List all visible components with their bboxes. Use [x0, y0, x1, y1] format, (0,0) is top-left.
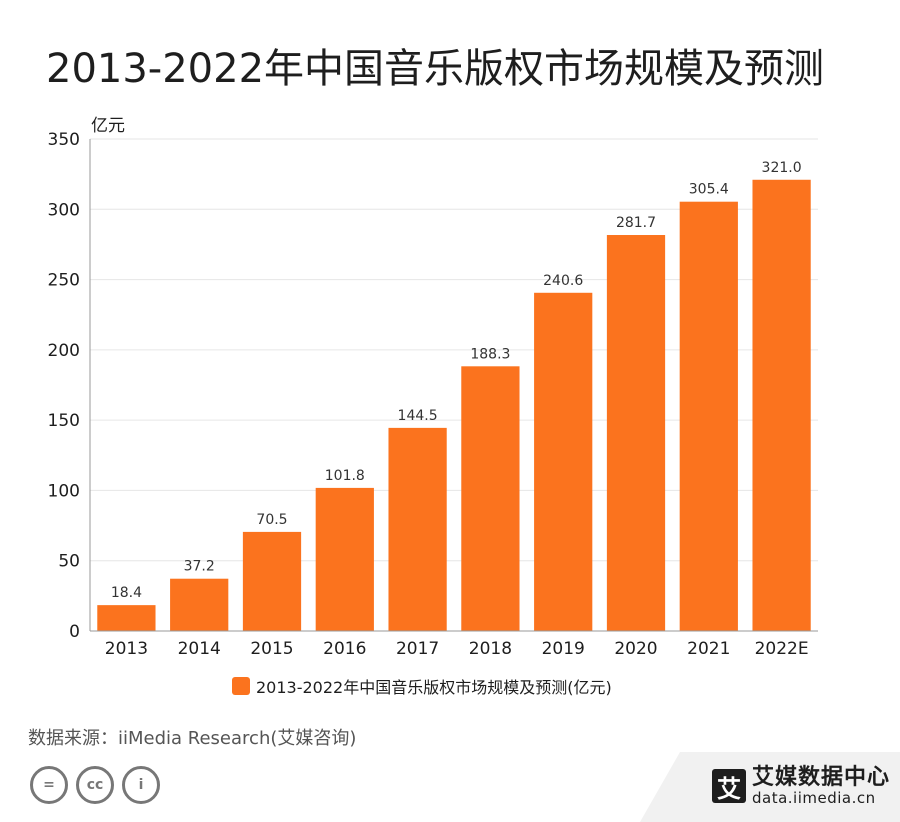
y-tick-label: 300 — [48, 200, 80, 220]
y-tick-label: 50 — [58, 552, 80, 572]
bar-2019 — [534, 292, 593, 631]
data-label-2015: 70.5 — [256, 512, 287, 528]
x-tick-label-2016: 2016 — [323, 639, 366, 659]
bar-2022E — [752, 179, 811, 631]
data-label-2013: 18.4 — [111, 585, 142, 601]
cc-icon: cc — [76, 766, 114, 804]
license-icons: = cc i — [30, 766, 160, 804]
data-label-2014: 37.2 — [184, 559, 215, 575]
x-tick-label-2014: 2014 — [178, 639, 221, 659]
x-tick-label-2020: 2020 — [614, 639, 657, 659]
data-label-2020: 281.7 — [616, 215, 656, 231]
y-tick-label: 150 — [48, 411, 80, 431]
x-tick-label-2021: 2021 — [687, 639, 730, 659]
legend: 2013-2022年中国音乐版权市场规模及预测(亿元) — [232, 674, 612, 698]
bar-2020 — [606, 235, 666, 631]
value-labels: 18.4 37.2 70.5 101.8 144.5 188.3 240.6 281.7 305… — [111, 160, 802, 601]
y-tick-label: 100 — [48, 481, 80, 501]
bars — [97, 179, 811, 631]
cc-attribution-icon: i — [122, 766, 160, 804]
x-tick-label-2022E: 2022E — [755, 639, 809, 659]
iimedia-logo: 艾 艾媒数据中心 data.iimedia.cn — [712, 765, 891, 808]
data-label-2021: 305.4 — [689, 182, 729, 198]
bar-2021 — [679, 201, 738, 631]
logo-url: data.iimedia.cn — [752, 789, 876, 808]
chart-title: 2013-2022年中国音乐版权市场规模及预测 — [46, 46, 825, 92]
x-tick-label-2019: 2019 — [542, 639, 585, 659]
corner-band — [640, 752, 900, 822]
x-tick-label-2013: 2013 — [105, 639, 148, 659]
x-tick-label-2018: 2018 — [469, 639, 512, 659]
y-tick-label: 200 — [48, 341, 80, 361]
bar-2018 — [461, 366, 520, 631]
data-label-2022E: 321.0 — [762, 160, 802, 176]
legend-swatch — [232, 677, 250, 695]
source-note: 数据来源：iiMedia Research(艾媒咨询) — [28, 728, 357, 749]
bar-2015 — [242, 531, 302, 631]
logo-mark-icon: 艾 — [712, 769, 746, 804]
bar-2013 — [97, 605, 156, 631]
y-tick-label: 250 — [48, 271, 80, 291]
x-tick-label-2017: 2017 — [396, 639, 439, 659]
y-tick-label: 350 — [48, 130, 80, 150]
logo-name: 艾媒数据中心 — [752, 765, 891, 790]
legend-label: 2013-2022年中国音乐版权市场规模及预测(亿元) — [256, 678, 612, 697]
x-tick-label-2015: 2015 — [250, 639, 293, 659]
data-label-2017: 144.5 — [398, 408, 438, 424]
cc-equal-icon: = — [30, 766, 68, 804]
y-axis-unit-label: 亿元 — [91, 116, 125, 136]
data-label-2016: 101.8 — [325, 468, 365, 484]
bar-2014 — [170, 578, 229, 631]
bar-2016 — [315, 487, 374, 631]
axes: 0 50 100 150 200 250 300 350 2013 2014 2015 2016 201… — [48, 130, 818, 659]
bar-2017 — [388, 427, 447, 631]
y-tick-label: 0 — [69, 622, 80, 642]
data-label-2019: 240.6 — [543, 273, 583, 289]
data-label-2018: 188.3 — [470, 346, 510, 362]
